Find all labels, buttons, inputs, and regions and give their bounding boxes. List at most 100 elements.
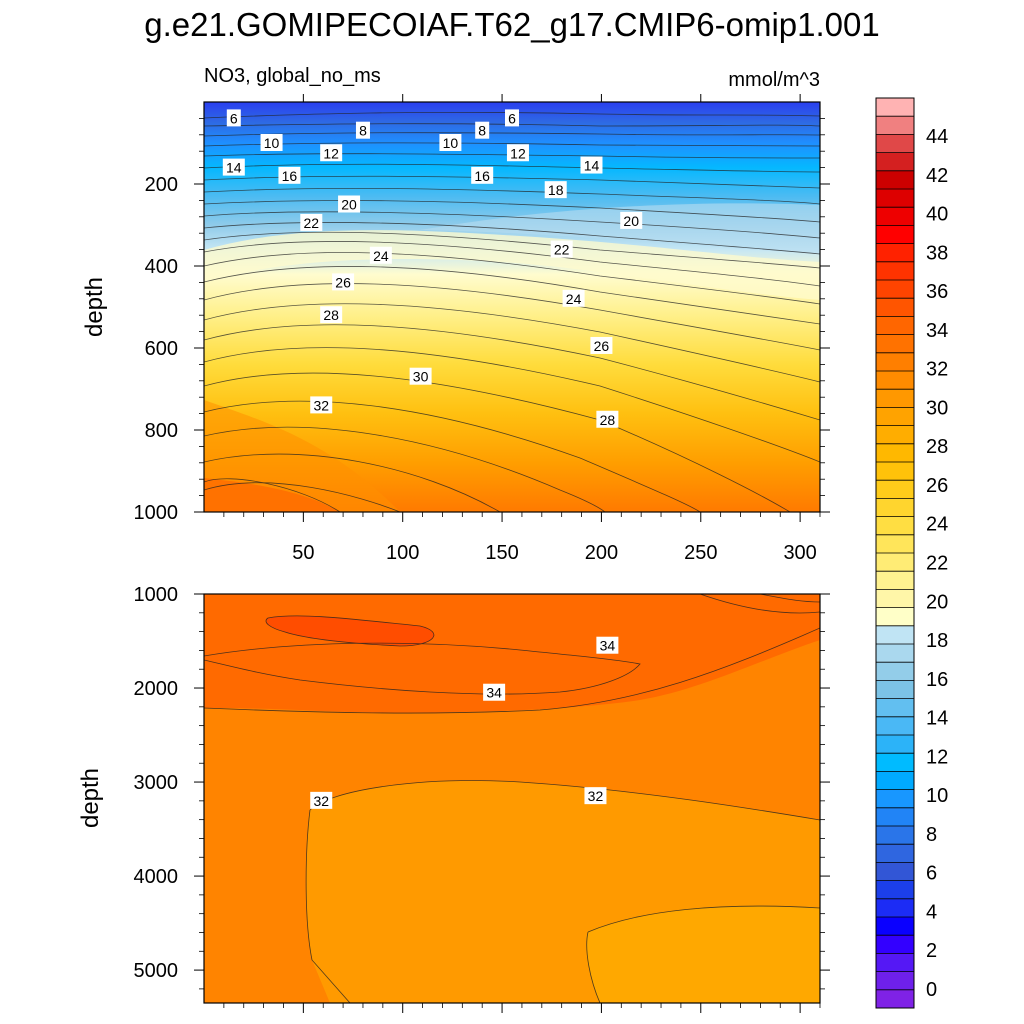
- colorbar-tick-label: 28: [926, 436, 948, 458]
- lower-ytick-label: 3000: [134, 772, 179, 794]
- colorbar-swatch: [876, 935, 914, 954]
- upper-panel: NO3, global_no_ms mmol/m^3: [81, 65, 830, 1013]
- upper-ytick-label: 1000: [134, 502, 179, 524]
- contour-label: 6: [230, 110, 238, 126]
- colorbar-swatch: [876, 844, 914, 863]
- upper-ytick-label: 600: [145, 338, 178, 360]
- colorbar-tick-label: 42: [926, 165, 948, 187]
- lower-ytick-label: 2000: [134, 678, 179, 700]
- colorbar-swatch: [876, 170, 914, 190]
- colorbar-tick-label: 40: [926, 204, 948, 226]
- colorbar-swatch: [876, 898, 914, 918]
- contour-label: 32: [313, 397, 329, 413]
- contour-label: 10: [264, 135, 280, 151]
- colorbar-tick-label: 32: [926, 359, 948, 381]
- upper-subtitle: NO3, global_no_ms: [204, 65, 381, 87]
- contour-label: 20: [341, 197, 357, 213]
- upper-ytick-label: 800: [145, 420, 178, 442]
- colorbar-swatch: [876, 771, 914, 791]
- colorbar-tick-label: 8: [926, 824, 937, 846]
- colorbar-tick-label: 6: [926, 863, 937, 885]
- colorbar-tick-label: 36: [926, 281, 948, 303]
- colorbar-tick-label: 44: [926, 126, 948, 148]
- colorbar-tick-label: 14: [926, 708, 948, 730]
- contour-label-box: [278, 166, 301, 184]
- colorbar-tick-label: 38: [926, 242, 948, 264]
- colorbar-swatch: [876, 698, 914, 718]
- contour-label-box: [596, 636, 619, 654]
- contour-label: 20: [623, 213, 639, 229]
- contour-label: 22: [304, 215, 320, 231]
- contour-label: 28: [600, 412, 616, 428]
- colorbar-swatch: [876, 189, 914, 208]
- colorbar-swatch: [876, 225, 914, 245]
- contour-label: 18: [548, 182, 564, 198]
- colorbar-tick-label: 34: [926, 320, 948, 342]
- upper-ytick-label: 200: [145, 174, 178, 196]
- colorbar-tick-label: 20: [926, 591, 948, 613]
- contour-label-box: [310, 791, 333, 809]
- contour-label: 10: [443, 135, 459, 151]
- colorbar-swatch: [876, 716, 914, 736]
- contour-label-box: [409, 367, 432, 385]
- colorbar-swatch: [876, 807, 914, 827]
- colorbar-swatch: [876, 625, 914, 645]
- colorbar-swatch: [876, 261, 914, 281]
- contour-label-box: [338, 195, 361, 213]
- contour-label-box: [596, 410, 619, 428]
- contour-label: 6: [508, 110, 516, 126]
- contour-label-box: [550, 240, 573, 258]
- contour-label: 32: [313, 793, 329, 809]
- colorbar-tick-label: 16: [926, 669, 948, 691]
- contour-label-box: [300, 213, 323, 231]
- colorbar-swatch: [876, 443, 914, 463]
- colorbar-tick-label: 4: [926, 901, 937, 923]
- colorbar-swatch: [876, 280, 914, 299]
- contour-label: 28: [323, 307, 339, 323]
- contour-label: 8: [478, 123, 486, 139]
- contour-label-box: [544, 181, 567, 199]
- upper-ytick-label: 400: [145, 256, 178, 278]
- contour-label-box: [562, 289, 585, 307]
- colorbar-swatch: [876, 407, 914, 427]
- colorbar-swatch: [876, 425, 914, 445]
- colorbar-swatch: [876, 134, 914, 154]
- upper-ylabel: depth: [81, 277, 108, 337]
- upper-xtick-label: 300: [783, 542, 816, 564]
- contour-label: 32: [588, 788, 604, 804]
- colorbar-tick-label: 2: [926, 940, 937, 962]
- colorbar-swatch: [876, 607, 914, 627]
- lower-plot-frame: [203, 593, 821, 1004]
- colorbar-swatch: [876, 98, 914, 117]
- colorbar-swatch: [876, 498, 914, 518]
- contour-label: 24: [566, 291, 582, 307]
- upper-xtick-label: 150: [485, 542, 518, 564]
- lower-ytick-label: 1000: [134, 584, 179, 606]
- lower-contour-labels: 34 34 32 32: [310, 636, 619, 809]
- colorbar-swatch: [876, 662, 914, 681]
- contour-label-box: [226, 109, 241, 127]
- colorbar-swatch: [876, 534, 914, 554]
- colorbar-swatch: [876, 826, 914, 845]
- colorbar-swatch: [876, 207, 914, 226]
- contour-label-box: [584, 787, 607, 805]
- upper-contour-labels: 6 8 10 12 14 16 6 8 10 12 14 16 18 20 20 22 22 24 24 26 26 28…: [222, 109, 643, 428]
- colorbar-tick-label: 30: [926, 397, 948, 419]
- colorbar-swatch: [876, 753, 914, 772]
- colorbar-tick-label: 26: [926, 475, 948, 497]
- colorbar-swatch: [876, 553, 914, 572]
- colorbar-swatch: [876, 953, 914, 973]
- contour-label-box: [475, 121, 490, 139]
- colorbar-tick-label: 12: [926, 746, 948, 768]
- contour-label-box: [369, 246, 392, 264]
- colorbar-swatch: [876, 389, 914, 408]
- lower-ytick-label: 5000: [134, 960, 179, 982]
- contour-label-box: [590, 336, 613, 354]
- colorbar-swatch: [876, 116, 914, 135]
- colorbar-tick-label: 18: [926, 630, 948, 652]
- colorbar-swatch: [876, 880, 914, 900]
- contour-label: 34: [486, 685, 502, 701]
- colorbar: 0246810121416182022242628303234363840424…: [875, 97, 948, 1009]
- contour-label-box: [505, 109, 519, 127]
- contour-label: 8: [359, 123, 367, 139]
